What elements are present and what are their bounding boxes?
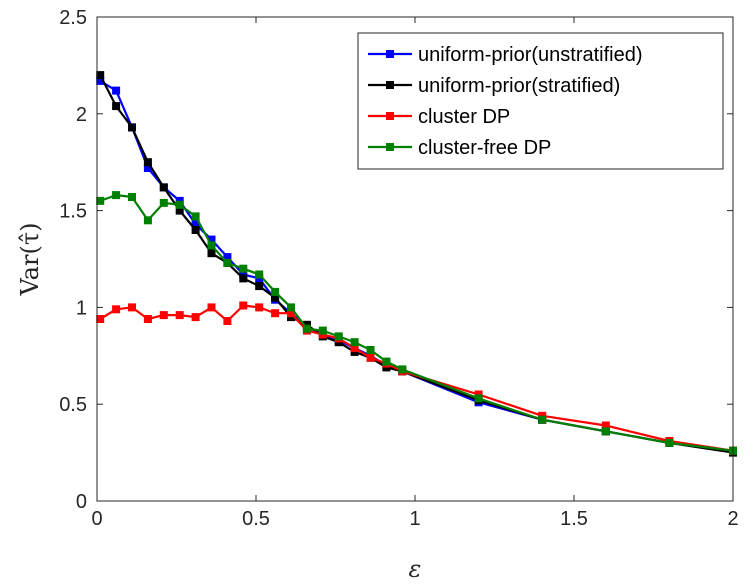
x-tick-label: 1.5 [560, 508, 588, 530]
legend-label: cluster DP [418, 106, 510, 128]
legend-marker [386, 81, 394, 89]
x-tick-label: 0.5 [242, 508, 270, 530]
data-point [143, 158, 152, 167]
legend-label: uniform-prior(stratified) [418, 75, 620, 97]
data-point [601, 427, 610, 436]
data-point [143, 164, 152, 172]
data-point [239, 274, 248, 283]
legend-label: cluster-free DP [418, 137, 551, 159]
data-point [112, 191, 121, 200]
y-tick-label: 1.5 [59, 201, 87, 223]
data-point [175, 206, 184, 215]
data-point [128, 193, 136, 201]
data-point [223, 258, 232, 267]
data-point [159, 183, 168, 192]
x-tick-label: 2 [727, 508, 738, 530]
x-axis-label: ε [409, 555, 422, 583]
y-tick-label: 0 [76, 491, 87, 513]
data-point [112, 86, 121, 95]
y-tick-label: 1 [76, 297, 87, 319]
legend-label: uniform-prior(unstratified) [418, 44, 643, 66]
legend-entry-0: uniform-prior(unstratified) [368, 44, 643, 66]
data-point [302, 324, 311, 333]
y-tick-label: 0.5 [59, 394, 87, 416]
data-point [159, 311, 168, 320]
data-point [191, 220, 200, 229]
data-point [96, 71, 105, 80]
data-point [143, 216, 152, 225]
data-point [334, 332, 343, 341]
data-point [143, 315, 152, 323]
data-point [538, 415, 547, 424]
data-point [191, 313, 200, 322]
data-point [96, 315, 105, 323]
legend-marker [386, 50, 394, 58]
y-tick-label: 2 [76, 104, 87, 126]
data-point [271, 293, 280, 302]
data-point [96, 196, 105, 205]
x-tick-label: 0 [91, 508, 102, 530]
data-point [318, 326, 327, 335]
series-3 [96, 191, 737, 455]
data-point [112, 102, 121, 111]
series-layer [96, 71, 737, 457]
legend-entry-2: cluster DP [368, 106, 510, 128]
data-point [223, 253, 232, 262]
data-point [128, 123, 136, 132]
y-axis-label: Var(τ̂) [16, 223, 44, 297]
data-point [96, 76, 105, 85]
data-point [112, 305, 121, 314]
data-point [366, 353, 375, 362]
data-point [175, 311, 184, 320]
data-point [191, 226, 200, 234]
data-point [350, 338, 359, 347]
data-point [239, 301, 248, 310]
axis-layer: 0 0.5 1 1.5 2 0 0.5 1 1.5 2 2.5 ε Var(τ̂) [16, 7, 739, 583]
data-point [287, 309, 295, 318]
data-point [601, 421, 610, 430]
data-point [366, 346, 375, 354]
data-point [287, 303, 295, 312]
y-tick-label: 2.5 [59, 7, 87, 29]
data-point [398, 365, 407, 374]
legend-marker [386, 112, 394, 120]
data-point [207, 241, 216, 250]
data-point [382, 357, 391, 366]
data-point [255, 282, 264, 291]
legend: uniform-prior(unstratified) uniform-prior… [357, 32, 724, 170]
data-point [271, 309, 280, 318]
legend-box [357, 32, 724, 170]
data-point [207, 303, 216, 312]
data-point [239, 264, 248, 273]
data-point [255, 303, 264, 312]
data-point [350, 344, 359, 353]
data-point [207, 235, 216, 244]
data-point [191, 212, 200, 221]
data-point [665, 438, 674, 447]
data-point [271, 287, 280, 296]
data-point [207, 249, 216, 258]
data-point [175, 200, 184, 209]
legend-marker [386, 143, 394, 151]
data-point [255, 270, 264, 279]
data-point [223, 317, 232, 325]
data-point [128, 303, 136, 312]
legend-entry-1: uniform-prior(stratified) [368, 75, 620, 97]
x-tick-label: 1 [409, 508, 420, 530]
data-point [474, 394, 483, 403]
data-point [159, 198, 168, 207]
legend-entry-3: cluster-free DP [368, 137, 551, 159]
